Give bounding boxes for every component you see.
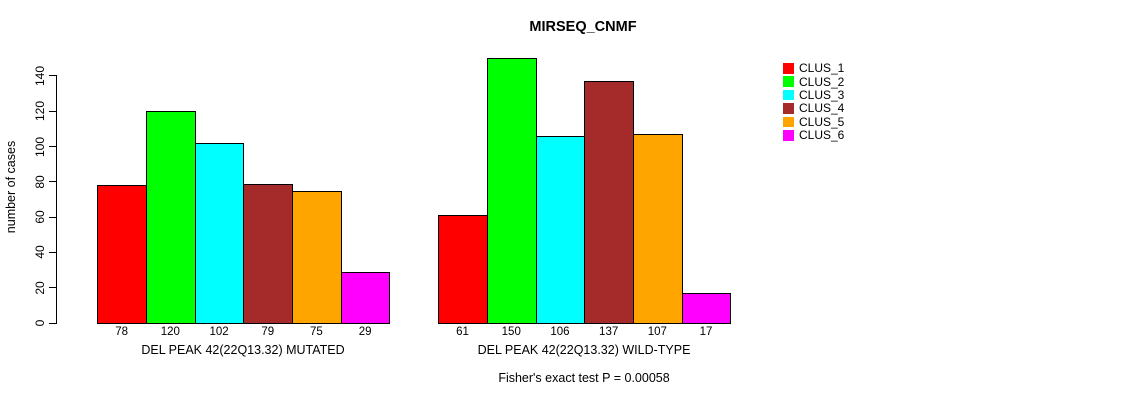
y-tick-label: 140 [33, 65, 47, 86]
y-tick [49, 75, 57, 77]
legend-swatch-clus-4 [783, 103, 794, 114]
bar-wild-type-clus-1 [438, 215, 488, 324]
legend-swatch-clus-5 [783, 116, 794, 128]
bar-mutated-clus-3 [194, 143, 245, 324]
y-tick-label: 0 [33, 319, 47, 327]
bar-mutated-clus-4 [243, 183, 294, 324]
bar-wild-type-clus-4 [584, 81, 634, 324]
annotation-fisher-test: Fisher's exact test P = 0.00058 [498, 371, 670, 385]
legend-swatch-clus-3 [783, 89, 794, 101]
y-tick [49, 146, 57, 148]
legend-swatch-clus-6 [783, 130, 794, 141]
bar-mutated-clus-1 [97, 185, 147, 324]
legend-swatch-clus-1 [783, 63, 794, 74]
y-tick-label: 40 [33, 245, 47, 260]
legend-label-clus-3: CLUS_3 [799, 88, 845, 103]
group-label-mutated: DEL PEAK 42(22Q13.32) MUTATED [141, 343, 345, 357]
bar-wild-type-clus-6 [681, 293, 732, 324]
y-tick [49, 181, 57, 183]
legend-label-clus-2: CLUS_2 [799, 74, 845, 89]
bar-value-label: 29 [358, 326, 372, 338]
y-tick [49, 322, 57, 324]
y-tick-label: 120 [33, 101, 47, 122]
y-tick-label: 80 [33, 175, 47, 189]
y-axis-label: number of cases [4, 140, 18, 234]
legend-label-clus-4: CLUS_4 [799, 101, 845, 116]
y-tick [49, 216, 57, 218]
bar-value-label: 102 [209, 326, 229, 338]
bar-mutated-clus-5 [292, 190, 342, 324]
bar-mutated-clus-2 [146, 111, 196, 324]
chart-title: MIRSEQ_CNMF [529, 19, 637, 35]
y-tick-label: 60 [33, 210, 47, 224]
legend-label-clus-5: CLUS_5 [799, 114, 845, 129]
bar-value-label: 106 [550, 326, 570, 338]
legend-label-clus-6: CLUS_6 [799, 128, 845, 143]
y-tick-label: 20 [33, 281, 47, 295]
bar-mutated-clus-6 [340, 271, 391, 324]
legend-swatch-clus-2 [783, 76, 794, 87]
bar-value-label: 120 [160, 326, 180, 338]
bar-wild-type-clus-3 [535, 135, 586, 324]
bar-value-label: 150 [501, 326, 521, 338]
y-axis-line [56, 75, 57, 324]
legend-label-clus-1: CLUS_1 [799, 61, 845, 76]
bar-value-label: 78 [115, 326, 129, 338]
y-tick [49, 287, 57, 289]
bar-wild-type-clus-2 [486, 58, 537, 324]
bar-value-label: 79 [261, 326, 275, 338]
group-label-wild-type: DEL PEAK 42(22Q13.32) WILD-TYPE [477, 343, 691, 357]
y-tick [49, 110, 57, 112]
bar-value-label: 17 [699, 326, 713, 338]
bar-value-label: 75 [310, 326, 323, 338]
bar-value-label: 107 [647, 326, 667, 338]
y-tick-label: 100 [33, 136, 47, 157]
bar-wild-type-clus-5 [633, 134, 683, 324]
y-tick [49, 251, 57, 253]
bar-value-label: 61 [456, 326, 469, 338]
bar-value-label: 137 [599, 326, 619, 338]
